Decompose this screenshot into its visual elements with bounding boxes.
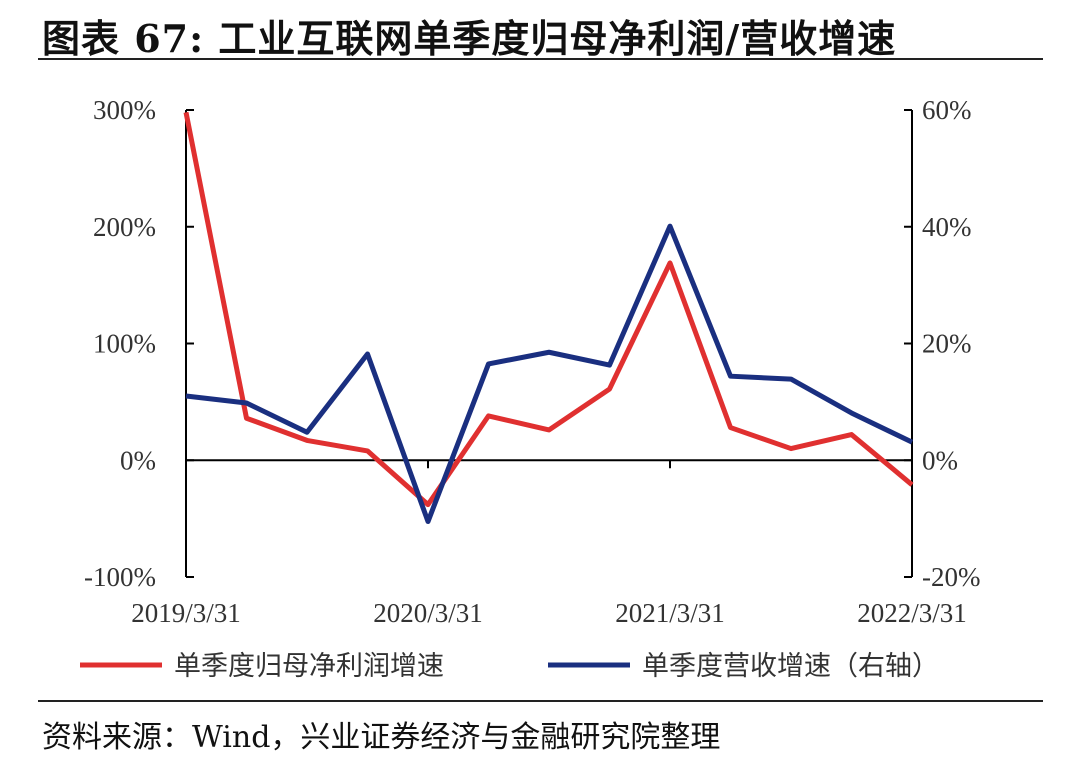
legend-label-2: 单季度营收增速（右轴） xyxy=(642,651,939,682)
right-tick-label: 0% xyxy=(922,445,958,475)
left-tick-label: 0% xyxy=(120,445,156,475)
x-tick-label: 2021/3/31 xyxy=(615,598,725,628)
left-tick-label: 200% xyxy=(93,212,156,242)
legend-label-1: 单季度归母净利润增速 xyxy=(174,651,444,682)
x-tick-label: 2022/3/31 xyxy=(857,598,967,628)
x-tick-label: 2019/3/31 xyxy=(131,598,241,628)
right-tick-label: 40% xyxy=(922,212,972,242)
left-tick-label: -100% xyxy=(84,562,156,592)
source-rule xyxy=(38,700,1043,702)
right-tick-label: 20% xyxy=(922,329,972,359)
right-tick-label: 60% xyxy=(922,95,972,125)
series-line-1 xyxy=(183,111,914,508)
chart-title: 图表 67: 工业互联网单季度归母净利润/营收增速 xyxy=(42,16,897,61)
right-tick-label: -20% xyxy=(922,562,980,592)
source-note: 资料来源：Wind，兴业证券经济与金融研究院整理 xyxy=(42,720,721,755)
left-tick-label: 100% xyxy=(93,329,156,359)
x-tick-label: 2020/3/31 xyxy=(373,598,483,628)
series-line-2 xyxy=(185,223,914,525)
left-tick-label: 300% xyxy=(93,95,156,125)
title-rule xyxy=(38,58,1043,60)
